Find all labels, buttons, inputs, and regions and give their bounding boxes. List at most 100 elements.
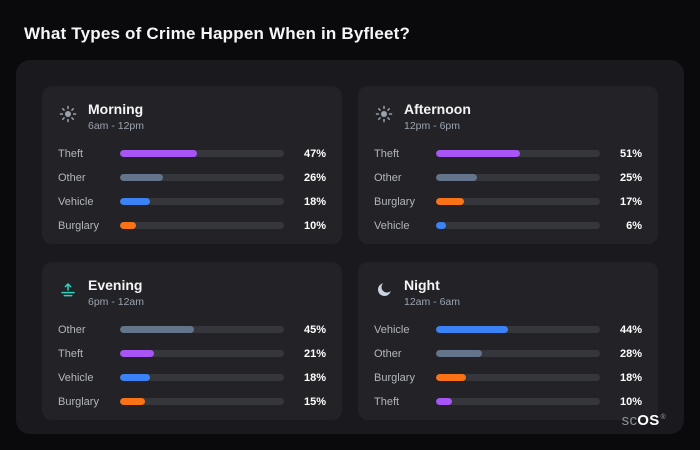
bar-track: [436, 350, 600, 358]
bar-track: [436, 222, 600, 230]
bar-label: Theft: [58, 147, 84, 160]
bar-fill: [436, 374, 466, 382]
bar-row: Theft 10%: [374, 395, 642, 408]
bar-row: Vehicle 6%: [374, 219, 642, 232]
bar-track: [120, 374, 284, 382]
sun-icon: [374, 104, 394, 124]
card-afternoon: Afternoon 12pm - 6pm Theft 51% Other 25%…: [358, 86, 658, 244]
bar-row: Burglary 15%: [58, 395, 326, 408]
bar-label: Theft: [374, 395, 400, 408]
bar-track: [120, 350, 284, 358]
card-subtitle: 6am - 12pm: [88, 120, 145, 133]
bar-track: [120, 174, 284, 182]
card-evening: Evening 6pm - 12am Other 45% Theft 21% V…: [42, 262, 342, 420]
bar-row: Theft 21%: [58, 347, 326, 360]
card-morning: Morning 6am - 12pm Theft 47% Other 26% V…: [42, 86, 342, 244]
bar-label: Theft: [58, 347, 84, 360]
bar-track: [436, 174, 600, 182]
bar-value: 25%: [619, 171, 642, 184]
bar-label: Other: [374, 347, 402, 360]
bar-label: Theft: [374, 147, 400, 160]
bar-value: 26%: [303, 171, 326, 184]
bar-fill: [120, 198, 150, 206]
bar-row: Vehicle 44%: [374, 323, 642, 336]
card-header: Morning 6am - 12pm: [58, 101, 328, 133]
bar-track: [120, 326, 284, 334]
card-subtitle: 12am - 6am: [404, 296, 461, 309]
bar-fill: [436, 398, 453, 406]
bar-value: 51%: [619, 147, 642, 160]
page-title: What Types of Crime Happen When in Byfle…: [24, 24, 411, 43]
card-title: Morning: [88, 101, 144, 117]
bar-fill: [120, 398, 145, 406]
bar-label: Vehicle: [58, 195, 94, 208]
bar-row: Theft 47%: [58, 147, 326, 160]
bar-label: Vehicle: [374, 323, 410, 336]
crime-dashboard-panel: Morning 6am - 12pm Theft 47% Other 26% V…: [16, 60, 684, 434]
bar-track: [436, 374, 600, 382]
bar-label: Burglary: [374, 371, 415, 384]
moon-icon: [374, 280, 394, 300]
bar-fill: [436, 150, 520, 158]
bar-value: 44%: [619, 323, 642, 336]
bar-value: 6%: [626, 219, 642, 232]
bar-row: Burglary 18%: [374, 371, 642, 384]
bar-track: [120, 150, 284, 158]
card-header: Night 12am - 6am: [374, 277, 644, 309]
bar-fill: [120, 326, 194, 334]
bar-label: Burglary: [374, 195, 415, 208]
card-title: Evening: [88, 277, 143, 293]
logo-suffix: OS: [637, 412, 660, 429]
bar-fill: [436, 198, 464, 206]
bar-fill: [436, 350, 482, 358]
bar-value: 15%: [303, 395, 326, 408]
bar-fill: [436, 174, 477, 182]
bar-value: 17%: [619, 195, 642, 208]
bar-value: 45%: [303, 323, 326, 336]
bar-track: [436, 198, 600, 206]
bar-label: Vehicle: [58, 371, 94, 384]
logo-prefix: sc: [621, 412, 638, 429]
cards-grid: Morning 6am - 12pm Theft 47% Other 26% V…: [42, 86, 658, 420]
bar-value: 28%: [619, 347, 642, 360]
bar-row: Burglary 17%: [374, 195, 642, 208]
bar-value: 10%: [303, 219, 326, 232]
bar-track: [120, 222, 284, 230]
bar-fill: [436, 222, 446, 230]
bar-label: Burglary: [58, 395, 99, 408]
bar-track: [120, 398, 284, 406]
sun-icon: [58, 104, 78, 124]
bar-track: [436, 398, 600, 406]
card-header: Evening 6pm - 12am: [58, 277, 328, 309]
bar-label: Vehicle: [374, 219, 410, 232]
bar-track: [436, 326, 600, 334]
bar-row: Other 25%: [374, 171, 642, 184]
bar-row: Other 28%: [374, 347, 642, 360]
card-subtitle: 6pm - 12am: [88, 296, 145, 309]
bar-track: [120, 198, 284, 206]
bar-row: Vehicle 18%: [58, 195, 326, 208]
sunrise-icon: [58, 280, 78, 300]
bar-row: Other 45%: [58, 323, 326, 336]
bar-label: Other: [58, 323, 86, 336]
bar-label: Other: [58, 171, 86, 184]
bar-value: 21%: [303, 347, 326, 360]
bar-fill: [120, 150, 198, 158]
bar-row: Vehicle 18%: [58, 371, 326, 384]
bar-row: Other 26%: [58, 171, 326, 184]
card-subtitle: 12pm - 6pm: [404, 120, 461, 133]
bar-value: 10%: [619, 395, 642, 408]
card-header: Afternoon 12pm - 6pm: [374, 101, 644, 133]
bar-value: 18%: [303, 371, 326, 384]
bar-value: 18%: [619, 371, 642, 384]
bar-value: 18%: [303, 195, 326, 208]
scos-logo: scOS®: [622, 412, 666, 429]
bar-row: Theft 51%: [374, 147, 642, 160]
bar-fill: [436, 326, 509, 334]
bar-fill: [120, 374, 150, 382]
bar-fill: [120, 350, 155, 358]
card-title: Afternoon: [404, 101, 471, 117]
bar-fill: [120, 222, 137, 230]
bar-row: Burglary 10%: [58, 219, 326, 232]
bar-track: [436, 150, 600, 158]
